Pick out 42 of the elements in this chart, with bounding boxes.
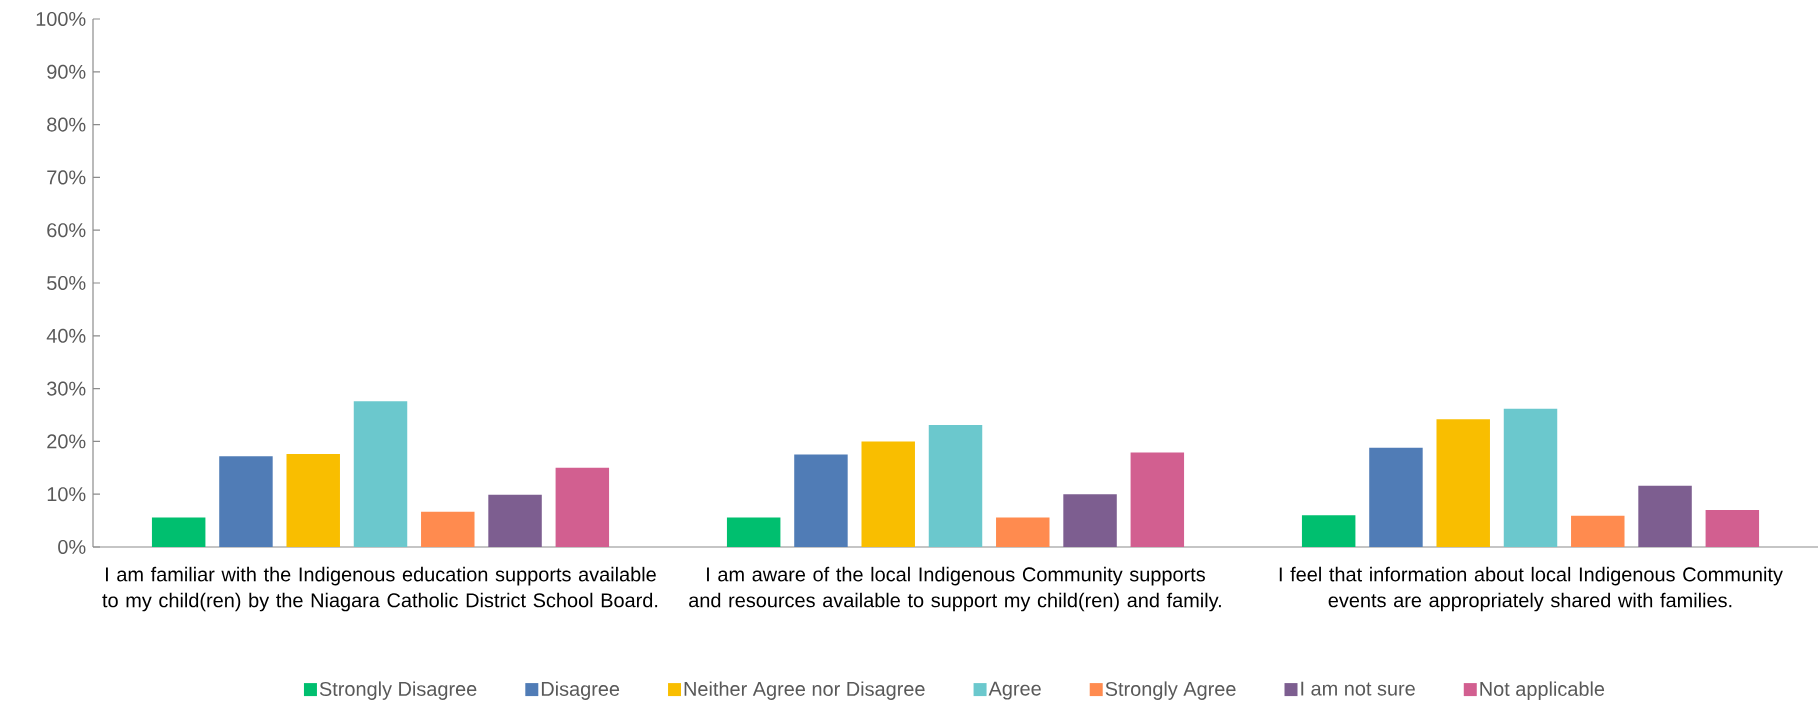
bar xyxy=(1705,510,1760,547)
bar xyxy=(1369,447,1423,547)
bar xyxy=(151,517,206,547)
bar xyxy=(1503,408,1558,547)
y-tick-label: 100% xyxy=(36,11,86,27)
bar xyxy=(488,494,542,547)
bar xyxy=(286,454,340,547)
bar xyxy=(555,467,610,547)
y-tick-label: 80% xyxy=(47,117,86,132)
y-tick-label: 10% xyxy=(47,487,86,502)
y-tick-label: 0% xyxy=(58,539,86,555)
y-tick-label: 70% xyxy=(47,170,86,185)
legend-label: Agree xyxy=(988,681,1041,700)
bar xyxy=(1301,515,1356,547)
y-tick-label: 40% xyxy=(46,328,86,343)
bar xyxy=(928,425,983,547)
bar xyxy=(861,441,915,547)
y-tick-label: 30% xyxy=(47,381,86,396)
x-tick-label: I am familiar with the Indigenous education supports available to my child(ren) by the Niagara Catholic District School Board. xyxy=(102,566,658,612)
bar xyxy=(219,456,273,547)
bar xyxy=(1063,494,1117,547)
bar xyxy=(1436,419,1490,547)
y-tick-label: 20% xyxy=(47,434,86,449)
legend-label: Strongly Disagree xyxy=(319,681,477,700)
bar xyxy=(1130,452,1185,547)
bar xyxy=(996,517,1050,547)
bar xyxy=(726,517,781,547)
bar xyxy=(1638,485,1692,547)
y-tick-label: 50% xyxy=(47,275,86,291)
legend-label: Strongly Agree xyxy=(1105,681,1236,700)
x-tick-label: I am aware of the local Indigenous Community supports and resources available to support my child(ren) and family. xyxy=(689,566,1221,612)
bar xyxy=(421,511,475,547)
legend-label: Disagree xyxy=(541,681,620,700)
bar xyxy=(353,401,408,547)
x-tick-label: I feel that information about local Indigenous Community events are appropriately shared with families. xyxy=(1279,566,1783,612)
bar xyxy=(794,454,848,547)
legend-label: Neither Agree nor Disagree xyxy=(684,681,925,700)
legend-label: Not applicable xyxy=(1480,681,1605,700)
bar xyxy=(1571,515,1625,547)
y-tick-label: 90% xyxy=(47,64,86,79)
legend-label: I am not sure xyxy=(1301,681,1415,696)
y-tick-label: 60% xyxy=(47,223,86,238)
